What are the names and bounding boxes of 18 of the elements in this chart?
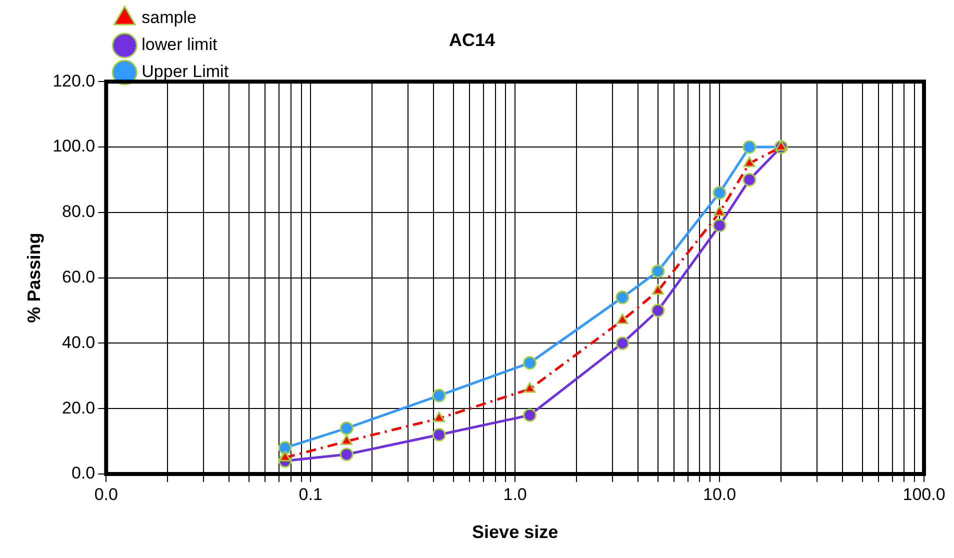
- legend-label: sample: [142, 8, 196, 28]
- x-tick-label: 100.0: [902, 484, 946, 504]
- legend-label: lower limit: [142, 35, 218, 54]
- x-tick-label: 0.1: [298, 484, 322, 504]
- y-tick-label: 80.0: [62, 202, 96, 222]
- y-tick-label: 20.0: [62, 398, 96, 418]
- y-tick-label: 40.0: [62, 332, 96, 352]
- y-axis-title: % Passing: [24, 232, 44, 323]
- y-tick-label: 120.0: [52, 71, 96, 90]
- chart-title: AC14: [448, 30, 496, 50]
- x-tick-label: 0.0: [94, 484, 118, 504]
- y-tick-label: 0.0: [72, 464, 96, 483]
- x-axis-title: Sieve size: [472, 522, 558, 542]
- x-tick-label: 10.0: [702, 484, 736, 504]
- x-tick-label: 1.0: [503, 484, 527, 504]
- y-tick-label: 100.0: [52, 136, 96, 156]
- y-tick-label: 60.0: [62, 267, 96, 286]
- legend-label: Upper Limit: [142, 62, 229, 82]
